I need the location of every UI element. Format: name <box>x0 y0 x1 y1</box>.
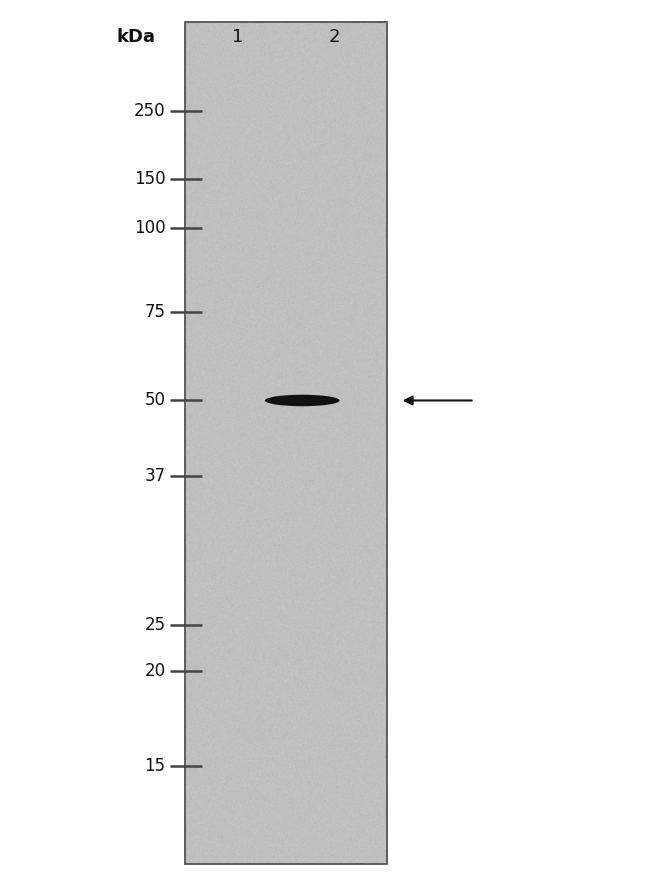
Text: 50: 50 <box>145 392 166 409</box>
Text: 100: 100 <box>134 219 166 237</box>
Text: 250: 250 <box>134 102 166 120</box>
Text: 25: 25 <box>144 616 166 633</box>
Ellipse shape <box>265 395 339 406</box>
Text: 75: 75 <box>145 303 166 321</box>
Text: 1: 1 <box>231 28 243 46</box>
Bar <box>185 22 387 864</box>
Text: 20: 20 <box>144 662 166 680</box>
Text: 37: 37 <box>144 467 166 485</box>
Text: 15: 15 <box>144 758 166 775</box>
Text: 150: 150 <box>134 170 166 188</box>
Text: 2: 2 <box>329 28 341 46</box>
Text: kDa: kDa <box>117 28 156 46</box>
